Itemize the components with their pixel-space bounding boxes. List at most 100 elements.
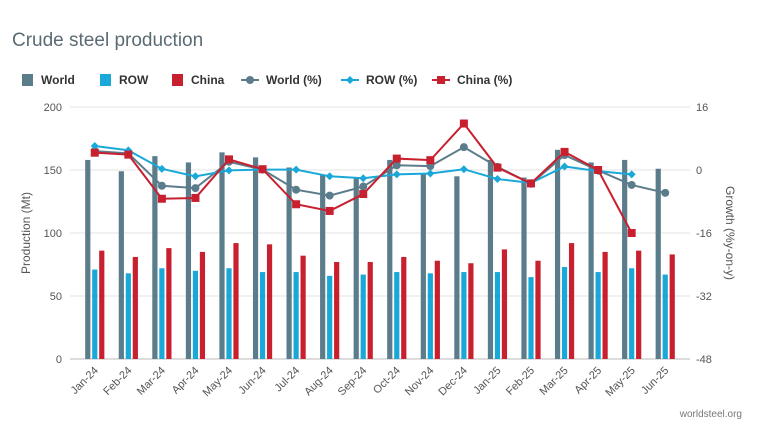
- point: [225, 166, 233, 175]
- bar: [420, 173, 426, 359]
- x-axis: Jan-24 Feb-24 Mar-24 Apr-24 May-24 Jun-24 Jul-…: [69, 365, 672, 399]
- left-axis: 0 50 100 150 200: [44, 102, 62, 366]
- legend-swatch: [172, 74, 183, 86]
- point: [392, 170, 401, 179]
- bar: [468, 263, 474, 359]
- x-tick-label: Dec-24: [436, 365, 470, 399]
- bars: [85, 149, 675, 359]
- bar: [501, 249, 508, 359]
- legend-item: ROW: [100, 73, 149, 87]
- bar: [494, 272, 501, 359]
- point: [560, 162, 569, 171]
- bar: [662, 274, 668, 359]
- bar: [528, 277, 534, 359]
- point: [527, 179, 535, 188]
- bar-series-china: [99, 243, 675, 359]
- legend-label: ROW (%): [366, 73, 417, 87]
- bar: [152, 156, 158, 359]
- point: [627, 229, 636, 237]
- bar: [118, 171, 124, 359]
- bar: [293, 272, 299, 359]
- bar: [185, 162, 192, 359]
- x-tick-label: Sep-24: [336, 365, 370, 399]
- point: [191, 184, 200, 193]
- bar: [629, 268, 635, 359]
- bar: [159, 268, 165, 359]
- bar: [192, 270, 199, 359]
- x-tick-label: Feb-25: [504, 365, 537, 398]
- point: [359, 182, 368, 191]
- left-tick-label: 0: [56, 354, 62, 366]
- right-tick-label: -48: [696, 354, 712, 366]
- bar: [320, 175, 326, 359]
- bar: [636, 250, 642, 359]
- point: [560, 147, 569, 156]
- bar: [535, 260, 541, 359]
- bar: [353, 177, 359, 359]
- bar: [561, 267, 568, 359]
- bar: [92, 269, 98, 359]
- legend-item: ROW (%): [341, 73, 417, 87]
- legend-label: World: [41, 73, 75, 87]
- bar: [521, 177, 527, 359]
- point: [90, 148, 99, 157]
- point: [191, 172, 200, 181]
- right-tick-label: 16: [696, 102, 708, 114]
- point: [426, 169, 435, 178]
- bar: [427, 273, 433, 359]
- bar: [166, 248, 172, 359]
- bar: [595, 272, 601, 359]
- x-tick-label: Feb-24: [101, 365, 134, 398]
- x-tick-label: Apr-24: [170, 365, 202, 397]
- bar: [655, 168, 661, 359]
- x-tick-label: May-24: [201, 365, 235, 399]
- point: [661, 188, 670, 197]
- point: [325, 172, 334, 181]
- point: [225, 155, 233, 164]
- bar: [125, 273, 131, 359]
- right-axis-title: Growth (%y-on-y): [723, 186, 737, 280]
- point: [426, 156, 435, 165]
- bar-series-world: [85, 149, 661, 359]
- point: [157, 164, 166, 173]
- x-tick-label: Mar-25: [538, 365, 571, 398]
- point: [292, 185, 301, 194]
- right-axis: -48 -32 -16 0 16: [696, 102, 712, 366]
- legend-item: World (%): [241, 73, 322, 87]
- legend-item: World: [22, 73, 75, 87]
- chart-title: Crude steel production: [12, 30, 203, 51]
- legend-marker: [437, 76, 445, 84]
- bar-series-row: [92, 267, 668, 359]
- x-tick-label: Oct-24: [371, 365, 403, 397]
- bar: [286, 167, 292, 359]
- legend-marker: [246, 76, 254, 84]
- credit-label: worldsteel.org: [679, 409, 742, 420]
- legend-swatch: [22, 74, 33, 86]
- line-series-china: [90, 119, 636, 237]
- bar: [199, 251, 206, 359]
- bar: [454, 176, 460, 359]
- point: [493, 163, 502, 172]
- legend-label: China: [191, 73, 225, 87]
- bar: [554, 149, 561, 359]
- x-tick-label: Jun-24: [236, 365, 268, 397]
- bar: [387, 159, 393, 359]
- left-tick-label: 50: [50, 291, 62, 303]
- bar: [669, 254, 675, 359]
- bar: [367, 261, 373, 359]
- right-tick-label: 0: [696, 165, 702, 177]
- bar: [327, 275, 333, 359]
- left-tick-label: 100: [44, 228, 62, 240]
- legend-label: World (%): [266, 73, 322, 87]
- point: [392, 154, 401, 163]
- x-tick-label: Jan-24: [69, 365, 101, 397]
- legend-marker: [346, 76, 354, 84]
- bar: [394, 272, 400, 359]
- bar: [85, 159, 91, 359]
- point: [325, 191, 334, 200]
- x-tick-label: Nov-24: [403, 365, 437, 399]
- bar: [588, 162, 594, 359]
- point: [459, 143, 468, 152]
- bar: [233, 243, 239, 359]
